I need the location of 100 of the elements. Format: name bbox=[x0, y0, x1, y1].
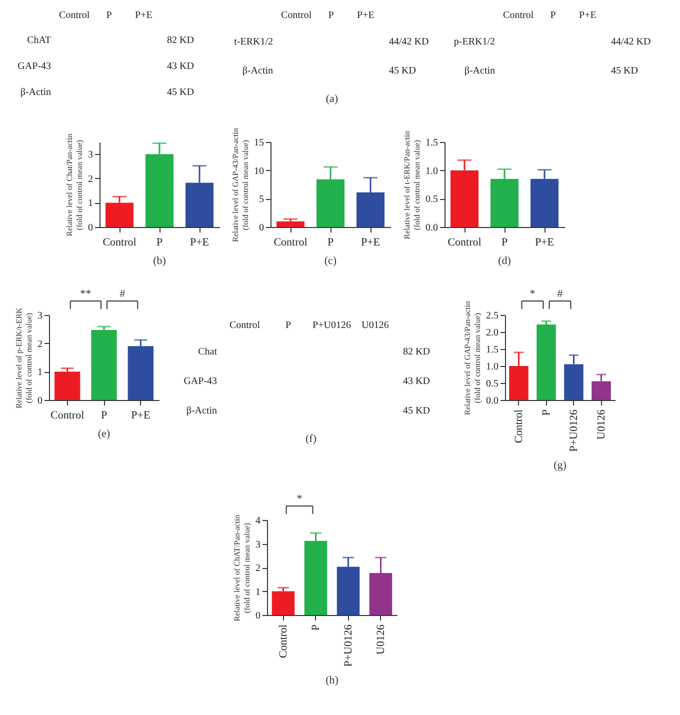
category-label: GAP-43 bbox=[184, 376, 217, 387]
x-tick-label: P bbox=[501, 236, 508, 248]
x-tick-label: P bbox=[327, 236, 334, 248]
x-tick-label: Control bbox=[277, 624, 290, 658]
y-tick-label: 2.5 bbox=[486, 310, 498, 322]
y-tick-label: 2 bbox=[38, 338, 42, 350]
category-label: 45 KD bbox=[167, 87, 194, 98]
y-axis-title: Relative level of Chat/Pan-actin (fold of control mean value) bbox=[65, 134, 84, 236]
category-label: Control bbox=[503, 10, 534, 21]
text: (h) bbox=[326, 674, 339, 686]
x-tick-label: P+E bbox=[360, 236, 380, 248]
y-tick-label: 10 bbox=[254, 166, 264, 177]
x-tick-label: Control bbox=[50, 410, 84, 422]
category-label: Control bbox=[229, 320, 260, 331]
y-tick-label: 0 bbox=[38, 396, 42, 406]
category-label: P+E bbox=[579, 10, 596, 21]
category-label: β-Actin bbox=[186, 405, 217, 416]
y-tick-label: 2.0 bbox=[486, 328, 498, 338]
text: (e) bbox=[98, 428, 110, 440]
y-tick-label: 0 bbox=[88, 222, 93, 234]
category-label: GAP-43 bbox=[18, 61, 51, 72]
category-label: Control bbox=[281, 10, 312, 21]
text: * bbox=[530, 288, 536, 300]
text: # bbox=[557, 288, 564, 300]
y-tick-label: 3 bbox=[88, 150, 93, 161]
text: ** bbox=[80, 288, 92, 300]
category-label: Control bbox=[59, 10, 90, 21]
y-tick-label: 1 bbox=[256, 586, 260, 598]
y-tick-label: 0.5 bbox=[426, 194, 438, 206]
category-label: 82 KD bbox=[167, 35, 194, 46]
x-tick-label: Control bbox=[102, 236, 136, 248]
x-tick-label: U0126 bbox=[595, 409, 608, 440]
category-label: 43 KD bbox=[167, 61, 194, 72]
y-axis-title: Relative level of GAP-43/Pan-actin (fold of control mean value) bbox=[231, 128, 250, 242]
x-tick-label: P bbox=[540, 410, 552, 416]
y-tick-label: 0.0 bbox=[486, 396, 498, 406]
y-tick-label: 1 bbox=[88, 198, 93, 210]
y-tick-label: 1.5 bbox=[426, 138, 438, 148]
category-label: 82 KD bbox=[403, 346, 430, 358]
y-tick-label: 15 bbox=[254, 138, 264, 148]
x-tick-label: P+E bbox=[190, 236, 210, 248]
category-label: 45 KD bbox=[403, 405, 430, 416]
category-label: ChAT bbox=[27, 35, 51, 46]
bar bbox=[272, 591, 295, 615]
text: (b) bbox=[153, 255, 166, 267]
y-tick-label: 0 bbox=[259, 222, 264, 234]
text: (f) bbox=[306, 433, 317, 445]
category-label: P bbox=[550, 10, 556, 21]
x-tick-label: Control bbox=[448, 236, 482, 248]
text: * bbox=[296, 493, 302, 505]
text: (c) bbox=[324, 255, 337, 267]
x-tick-label: P+E bbox=[534, 236, 554, 248]
y-tick-label: 1.5 bbox=[486, 344, 498, 356]
bar bbox=[91, 330, 117, 400]
y-tick-label: 3 bbox=[256, 539, 260, 550]
category-label: P+E bbox=[135, 10, 152, 21]
y-tick-label: 4 bbox=[256, 516, 260, 526]
x-tick-label: U0126 bbox=[374, 624, 387, 654]
bar bbox=[54, 372, 80, 400]
category-label: P bbox=[328, 10, 334, 21]
y-axis-title: Relative level of ChAT/Pan-actin (fold of control mean value) bbox=[232, 514, 252, 622]
y-axis-title: Relative level of GAP-43/Pan-actin (fold of control mean value) bbox=[463, 301, 482, 415]
y-tick-label: 5 bbox=[259, 194, 264, 206]
y-tick-label: 0.0 bbox=[426, 222, 438, 234]
category-label: P+U0126 bbox=[312, 320, 351, 331]
text: (g) bbox=[554, 459, 567, 472]
text: (d) bbox=[498, 255, 512, 267]
x-tick-label: P bbox=[156, 236, 163, 248]
category-label: t-ERK1/2 bbox=[234, 36, 273, 48]
y-tick-label: 1.0 bbox=[426, 166, 438, 177]
y-axis-title: Relative level of t-ERK/Pan-actin (fold of control mean value) bbox=[402, 130, 422, 240]
category-label: Chat bbox=[198, 346, 217, 358]
x-tick-label: P bbox=[100, 410, 108, 422]
y-tick-label: 2 bbox=[256, 563, 260, 574]
y-tick-label: 2 bbox=[88, 174, 93, 185]
category-label: 45 KD bbox=[611, 66, 638, 76]
category-label: 44/42 KD bbox=[611, 36, 651, 48]
category-label: 45 KD bbox=[389, 66, 416, 76]
y-tick-label: 3 bbox=[38, 310, 42, 322]
x-tick-label: Control bbox=[512, 410, 525, 444]
category-label: P+E bbox=[357, 10, 374, 21]
x-tick-label: P+E bbox=[131, 410, 150, 422]
x-tick-label: Control bbox=[274, 236, 308, 248]
x-tick-label: P+U0126 bbox=[568, 409, 580, 452]
category-label: U0126 bbox=[362, 320, 389, 331]
category-label: p-ERK1/2 bbox=[454, 36, 495, 48]
category-label: β-Actin bbox=[20, 87, 51, 98]
x-tick-label: P+U0126 bbox=[342, 624, 354, 667]
y-axis-title: Relative level of p-ERK/t-ERK (fold of control mean value) bbox=[14, 307, 34, 408]
category-label: 44/42 KD bbox=[389, 36, 429, 48]
y-tick-label: 0 bbox=[256, 610, 260, 622]
bar bbox=[536, 324, 556, 400]
x-tick-label: P bbox=[310, 624, 322, 631]
text: # bbox=[120, 288, 126, 300]
y-tick-label: 0.5 bbox=[486, 378, 498, 390]
category-label: 43 KD bbox=[403, 376, 430, 387]
y-tick-label: 1 bbox=[38, 367, 42, 378]
y-tick-label: 1.0 bbox=[486, 362, 498, 372]
text: (a) bbox=[326, 93, 338, 105]
category-label: P bbox=[285, 320, 292, 331]
